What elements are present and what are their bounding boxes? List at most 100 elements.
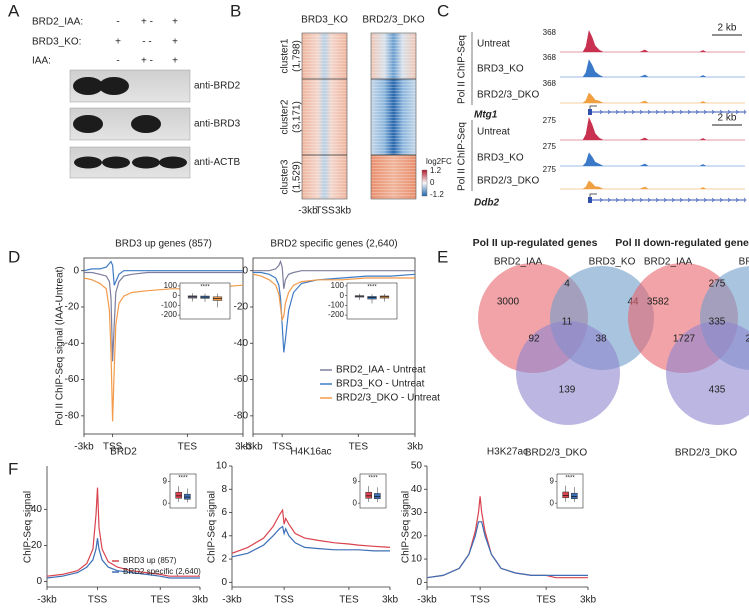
gene-strand <box>639 109 643 115</box>
y-tick-label: 8 <box>221 484 227 495</box>
y-tick-label: 10 <box>216 461 228 472</box>
gene-strand <box>679 109 683 115</box>
heatmap-texture <box>371 33 416 79</box>
significance: **** <box>565 476 575 482</box>
y-tick-label: -20 <box>65 302 80 313</box>
x-tick-label: TSS <box>274 595 294 606</box>
inset-frame <box>359 473 387 509</box>
y-tick-label: 0 <box>242 265 248 276</box>
track-signal <box>560 180 745 190</box>
condition-label: IAA: <box>32 56 51 67</box>
track-scale: 275 <box>543 142 557 151</box>
inset-tick-label: 0 <box>163 498 168 507</box>
gene-strand <box>687 197 691 203</box>
legend-label: BRD3_KO - Untreat <box>336 379 425 390</box>
gene-strand <box>711 109 715 115</box>
legend-label: BRD2/3_DKO - Untreat <box>336 393 440 404</box>
gene-strand <box>727 109 731 115</box>
y-tick-label: 20 <box>411 530 423 541</box>
legend-label: BRD3 up (857) <box>123 556 177 565</box>
venn-count: 92 <box>528 334 540 345</box>
heatmap-frame <box>301 32 348 200</box>
significance: **** <box>200 285 210 291</box>
y-tick-label: -80 <box>65 410 80 421</box>
venn-set-name: BRD2/3_DKO <box>675 448 737 459</box>
inset-tick-label: 9 <box>353 476 358 485</box>
track-signal <box>560 59 745 78</box>
y-axis-label: ChIP-Seq signal <box>23 491 34 563</box>
y-tick-label: 0 <box>416 577 422 588</box>
series-line <box>231 508 391 554</box>
exon <box>588 197 592 203</box>
box <box>175 491 182 499</box>
venn-count: 435 <box>709 385 726 396</box>
inset-tick-label: 0 <box>353 498 358 507</box>
gene-strand <box>639 197 643 203</box>
condition-label: BRD3_KO: <box>32 37 81 48</box>
track-signal <box>560 92 745 104</box>
y-tick-label: 10 <box>411 554 423 565</box>
cluster-name: cluster2 <box>280 99 291 134</box>
x-tick-label: TSS <box>470 595 490 606</box>
track-name: BRD2/3_DKO <box>477 176 539 187</box>
y-tick-label: 2 <box>221 554 227 565</box>
y-tick-label: 0 <box>36 576 42 587</box>
y-tick-label: 4 <box>221 530 227 541</box>
heatmap-title: BRD3_KO <box>301 15 348 26</box>
gene-strand <box>703 197 707 203</box>
y-tick-label: -80 <box>234 410 249 421</box>
gene-strand <box>599 109 603 115</box>
venn-count: 275 <box>709 279 726 290</box>
venn-count: 4 <box>564 279 570 290</box>
venn-count: 38 <box>595 334 607 345</box>
gene-strand <box>631 109 635 115</box>
series-line <box>231 525 390 558</box>
panel-label: B <box>230 1 241 20</box>
heatmap-frame <box>370 32 417 200</box>
gene-strand <box>623 197 627 203</box>
venn-set-name: BRD2_IAA <box>644 257 693 268</box>
box <box>562 491 569 499</box>
gene-strand <box>735 197 739 203</box>
condition-cell: + - <box>141 56 153 67</box>
series-line <box>84 271 243 362</box>
panel-label: E <box>437 247 448 266</box>
cluster-name: cluster1 <box>280 38 291 73</box>
venn-set-name: BRD2/3_DKO <box>525 448 587 459</box>
heatmap-x-tick: -3kb <box>298 206 318 217</box>
gene-strand <box>695 197 699 203</box>
heatmap-title: BRD2/3_DKO <box>362 15 424 26</box>
series-line <box>253 259 415 289</box>
legend-label: BRD2 specific (2,640) <box>123 567 201 576</box>
blot-label: anti-ACTB <box>194 157 240 168</box>
x-tick-label: TSS <box>103 442 123 453</box>
band <box>131 115 161 133</box>
x-tick-label: 3kb <box>192 595 209 606</box>
significance: **** <box>367 285 377 291</box>
chart-title: H3K27ac <box>487 447 528 458</box>
condition-label: BRD2_IAA: <box>32 17 83 28</box>
gene-strand <box>719 109 723 115</box>
heatmap-texture <box>302 79 347 155</box>
x-tick-label: -3kb <box>243 442 263 453</box>
band <box>159 156 187 169</box>
y-axis-label: Pol II ChIP-Seq signal (IAA-Untreat) <box>55 266 66 426</box>
series-line <box>46 487 200 577</box>
venn-count: 3582 <box>647 297 670 308</box>
y-tick-label: 20 <box>31 540 43 551</box>
blot-label: anti-BRD3 <box>194 119 241 130</box>
y-tick-label: 30 <box>411 507 423 518</box>
series-line <box>46 538 200 579</box>
track-axis-title: Pol II ChIP-Seq <box>457 35 468 104</box>
y-tick-label: 40 <box>31 504 43 515</box>
condition-cell: - <box>116 56 119 67</box>
band <box>74 156 102 169</box>
panel-label: D <box>8 247 20 266</box>
venn-set-name: BRD3_KO <box>589 257 636 268</box>
x-tick-label: TES <box>536 595 556 606</box>
heatmap-x-tick: TSS <box>315 206 335 217</box>
gene-strand <box>623 109 627 115</box>
venn-count: 139 <box>559 385 576 396</box>
inset-tick-label: -200 <box>161 310 178 319</box>
chart-title: BRD3 up genes (857) <box>115 239 212 250</box>
